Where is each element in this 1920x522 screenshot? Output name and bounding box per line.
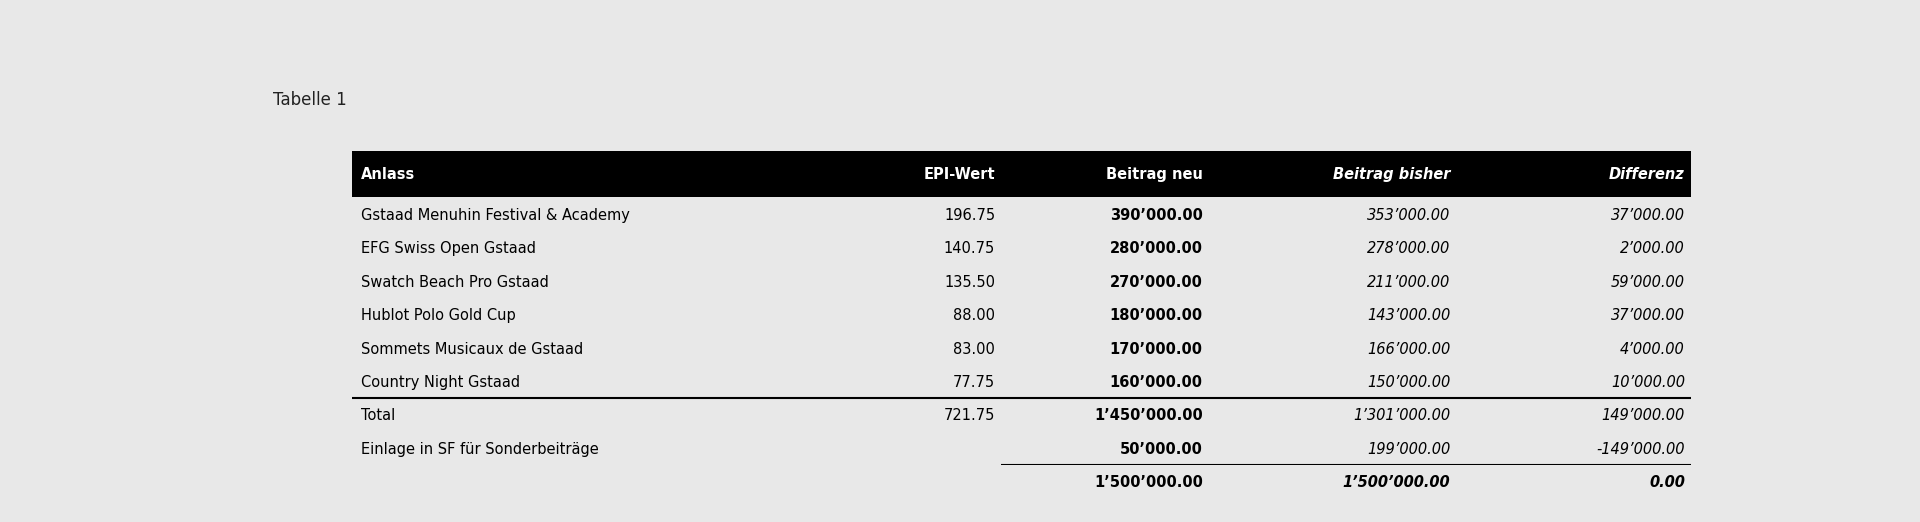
Text: 280’000.00: 280’000.00 bbox=[1110, 242, 1202, 256]
Text: 77.75: 77.75 bbox=[952, 375, 995, 390]
Text: 1’301’000.00: 1’301’000.00 bbox=[1354, 408, 1450, 423]
Text: -149’000.00: -149’000.00 bbox=[1596, 442, 1686, 457]
Text: EPI-Wert: EPI-Wert bbox=[924, 167, 995, 182]
Text: 37’000.00: 37’000.00 bbox=[1611, 208, 1686, 223]
Text: 166’000.00: 166’000.00 bbox=[1367, 341, 1450, 357]
Text: Beitrag neu: Beitrag neu bbox=[1106, 167, 1202, 182]
Text: 4’000.00: 4’000.00 bbox=[1620, 341, 1686, 357]
Text: 1’500’000.00: 1’500’000.00 bbox=[1342, 475, 1450, 490]
Text: Einlage in SF für Sonderbeiträge: Einlage in SF für Sonderbeiträge bbox=[361, 442, 599, 457]
Text: 278’000.00: 278’000.00 bbox=[1367, 242, 1450, 256]
Text: 196.75: 196.75 bbox=[945, 208, 995, 223]
Text: 211’000.00: 211’000.00 bbox=[1367, 275, 1450, 290]
Text: Anlass: Anlass bbox=[361, 167, 415, 182]
Text: Sommets Musicaux de Gstaad: Sommets Musicaux de Gstaad bbox=[361, 341, 584, 357]
Text: 199’000.00: 199’000.00 bbox=[1367, 442, 1450, 457]
Text: Differenz: Differenz bbox=[1609, 167, 1686, 182]
Text: 0.00: 0.00 bbox=[1649, 475, 1686, 490]
Text: 135.50: 135.50 bbox=[945, 275, 995, 290]
Text: Beitrag bisher: Beitrag bisher bbox=[1332, 167, 1450, 182]
Text: 170’000.00: 170’000.00 bbox=[1110, 341, 1202, 357]
Text: 390’000.00: 390’000.00 bbox=[1110, 208, 1202, 223]
Text: 143’000.00: 143’000.00 bbox=[1367, 308, 1450, 323]
FancyBboxPatch shape bbox=[351, 151, 1692, 197]
Text: 1’450’000.00: 1’450’000.00 bbox=[1094, 408, 1202, 423]
Text: 149’000.00: 149’000.00 bbox=[1601, 408, 1686, 423]
Text: 37’000.00: 37’000.00 bbox=[1611, 308, 1686, 323]
Text: 10’000.00: 10’000.00 bbox=[1611, 375, 1686, 390]
Text: Gstaad Menuhin Festival & Academy: Gstaad Menuhin Festival & Academy bbox=[361, 208, 630, 223]
Text: 1’500’000.00: 1’500’000.00 bbox=[1094, 475, 1202, 490]
Text: Swatch Beach Pro Gstaad: Swatch Beach Pro Gstaad bbox=[361, 275, 549, 290]
Text: EFG Swiss Open Gstaad: EFG Swiss Open Gstaad bbox=[361, 242, 536, 256]
Text: 83.00: 83.00 bbox=[954, 341, 995, 357]
Text: 140.75: 140.75 bbox=[945, 242, 995, 256]
Text: Total: Total bbox=[361, 408, 396, 423]
Text: 59’000.00: 59’000.00 bbox=[1611, 275, 1686, 290]
Text: Hublot Polo Gold Cup: Hublot Polo Gold Cup bbox=[361, 308, 515, 323]
Text: 721.75: 721.75 bbox=[945, 408, 995, 423]
Text: 180’000.00: 180’000.00 bbox=[1110, 308, 1202, 323]
Text: 353’000.00: 353’000.00 bbox=[1367, 208, 1450, 223]
Text: Tabelle 1: Tabelle 1 bbox=[273, 91, 346, 109]
Text: Country Night Gstaad: Country Night Gstaad bbox=[361, 375, 520, 390]
Text: 2’000.00: 2’000.00 bbox=[1620, 242, 1686, 256]
Text: 50’000.00: 50’000.00 bbox=[1119, 442, 1202, 457]
Text: 150’000.00: 150’000.00 bbox=[1367, 375, 1450, 390]
Text: 88.00: 88.00 bbox=[952, 308, 995, 323]
Text: 270’000.00: 270’000.00 bbox=[1110, 275, 1202, 290]
Text: 160’000.00: 160’000.00 bbox=[1110, 375, 1202, 390]
